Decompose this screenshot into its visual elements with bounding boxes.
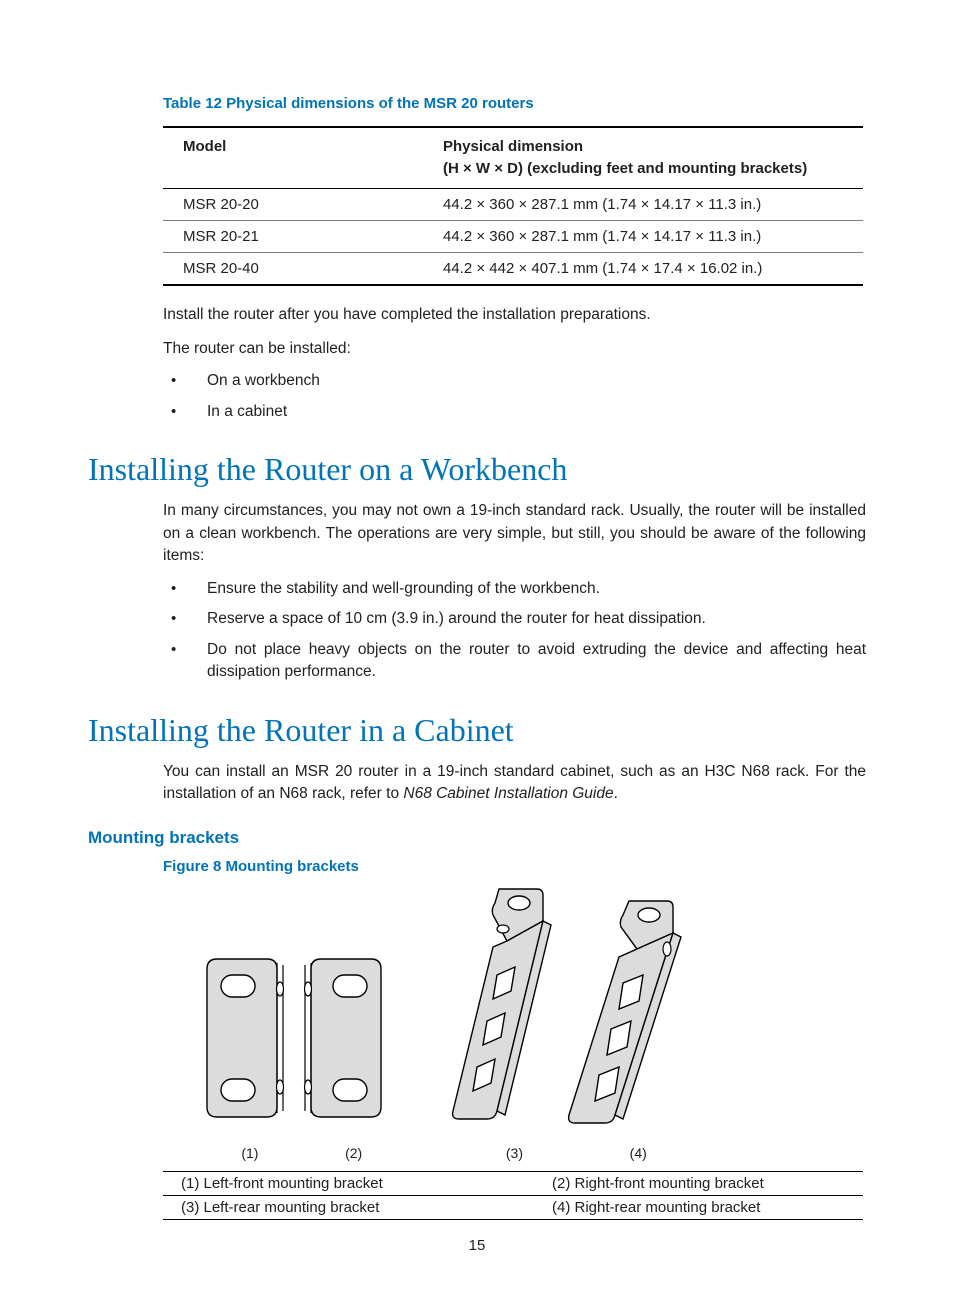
table-row: (3) Left-rear mounting bracket (4) Right… (163, 1195, 863, 1219)
heading-cabinet: Installing the Router in a Cabinet (88, 712, 866, 749)
intro-p2: The router can be installed: (163, 338, 866, 360)
page-number: 15 (0, 1237, 954, 1254)
cell-dim: 44.2 × 360 × 287.1 mm (1.74 × 14.17 × 11… (423, 220, 863, 252)
intro-p1: Install the router after you have comple… (163, 304, 866, 326)
legend-cell: (2) Right-front mounting bracket (534, 1171, 863, 1195)
workbench-body: In many circumstances, you may not own a… (163, 500, 866, 683)
figure8-diagram (163, 883, 863, 1141)
bracket-1-icon (207, 959, 284, 1117)
table12-caption: Table 12 Physical dimensions of the MSR … (163, 95, 866, 112)
table12-head-model: Model (163, 127, 423, 188)
cabinet-body: You can install an MSR 20 router in a 19… (163, 761, 866, 806)
legend-cell: (1) Left-front mounting bracket (163, 1171, 534, 1195)
fig-label-3: (3) (466, 1145, 562, 1161)
bracket-4-icon (569, 901, 681, 1123)
cell-model: MSR 20-21 (163, 220, 423, 252)
workbench-p1: In many circumstances, you may not own a… (163, 500, 866, 567)
list-item: Reserve a space of 10 cm (3.9 in.) aroun… (163, 608, 866, 630)
cabinet-p1-b: . (614, 785, 618, 802)
list-item: In a cabinet (163, 401, 866, 423)
figure8-labels: (1) (2) (3) (4) (163, 1145, 863, 1161)
table-row: (1) Left-front mounting bracket (2) Righ… (163, 1171, 863, 1195)
table-row: MSR 20-20 44.2 × 360 × 287.1 mm (1.74 × … (163, 188, 863, 220)
legend-cell: (3) Left-rear mounting bracket (163, 1195, 534, 1219)
fig-label-4: (4) (590, 1145, 686, 1161)
fig-label-1: (1) (211, 1145, 289, 1161)
heading-workbench: Installing the Router on a Workbench (88, 451, 866, 488)
bracket-2-icon (305, 959, 382, 1117)
figure8-caption: Figure 8 Mounting brackets (163, 858, 866, 875)
cell-model: MSR 20-40 (163, 252, 423, 285)
list-item: On a workbench (163, 370, 866, 392)
table-row: MSR 20-40 44.2 × 442 × 407.1 mm (1.74 × … (163, 252, 863, 285)
cabinet-p1-italic: N68 Cabinet Installation Guide (403, 785, 613, 802)
list-item: Ensure the stability and well-grounding … (163, 578, 866, 600)
heading-mounting: Mounting brackets (88, 828, 866, 848)
figure8-block: Figure 8 Mounting brackets (163, 858, 866, 1220)
cell-model: MSR 20-20 (163, 188, 423, 220)
brackets-svg (163, 883, 863, 1141)
figure8-legend: (1) Left-front mounting bracket (2) Righ… (163, 1171, 863, 1220)
cabinet-p1: You can install an MSR 20 router in a 19… (163, 761, 866, 806)
table12-head-dim-l2: (H × W × D) (excluding feet and mounting… (443, 160, 807, 177)
table12-block: Table 12 Physical dimensions of the MSR … (163, 95, 866, 423)
cell-dim: 44.2 × 442 × 407.1 mm (1.74 × 17.4 × 16.… (423, 252, 863, 285)
table-row: MSR 20-21 44.2 × 360 × 287.1 mm (1.74 × … (163, 220, 863, 252)
table12-head-dim: Physical dimension (H × W × D) (excludin… (423, 127, 863, 188)
intro-bullets: On a workbench In a cabinet (163, 370, 866, 423)
legend-cell: (4) Right-rear mounting bracket (534, 1195, 863, 1219)
workbench-bullets: Ensure the stability and well-grounding … (163, 578, 866, 684)
page-content: Table 12 Physical dimensions of the MSR … (0, 0, 954, 1220)
fig-label-2: (2) (315, 1145, 393, 1161)
cell-dim: 44.2 × 360 × 287.1 mm (1.74 × 14.17 × 11… (423, 188, 863, 220)
list-item: Do not place heavy objects on the router… (163, 639, 866, 684)
table12-head-dim-l1: Physical dimension (443, 138, 583, 155)
table12: Model Physical dimension (H × W × D) (ex… (163, 126, 863, 286)
bracket-3-icon (453, 889, 551, 1119)
